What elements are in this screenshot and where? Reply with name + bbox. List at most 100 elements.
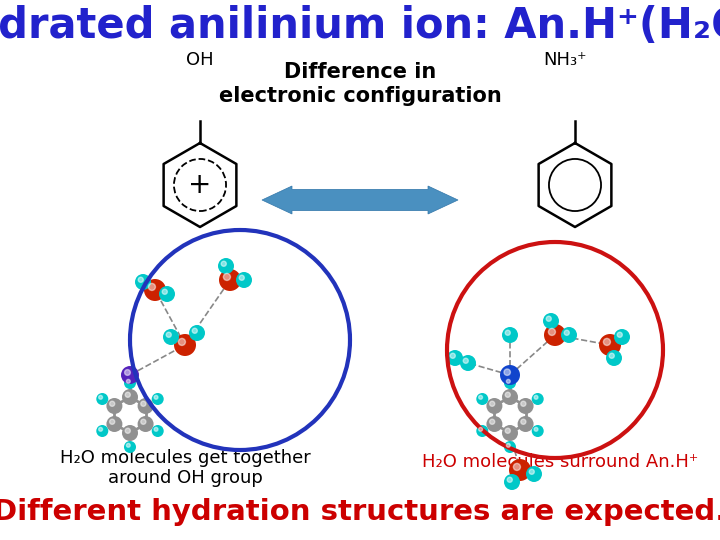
- Circle shape: [135, 274, 151, 290]
- Circle shape: [504, 441, 516, 453]
- Polygon shape: [262, 186, 458, 214]
- Text: NH₃⁺: NH₃⁺: [544, 51, 587, 69]
- Circle shape: [504, 377, 516, 389]
- Circle shape: [121, 366, 139, 384]
- Text: H₂O molecules get together: H₂O molecules get together: [60, 449, 310, 467]
- Circle shape: [502, 389, 518, 405]
- Circle shape: [152, 393, 163, 405]
- Circle shape: [450, 353, 455, 359]
- Text: electronic configuration: electronic configuration: [219, 86, 501, 106]
- Text: Hydrated anilinium ion: An.H⁺(H₂O)ₙ: Hydrated anilinium ion: An.H⁺(H₂O)ₙ: [0, 5, 720, 47]
- Circle shape: [107, 398, 122, 414]
- Circle shape: [534, 427, 538, 431]
- Circle shape: [529, 469, 534, 474]
- Circle shape: [96, 425, 108, 437]
- Circle shape: [546, 316, 552, 321]
- Text: H₂O molecules surround An.H⁺: H₂O molecules surround An.H⁺: [422, 453, 698, 471]
- Circle shape: [447, 350, 463, 366]
- Circle shape: [460, 355, 476, 371]
- Circle shape: [543, 313, 559, 329]
- Circle shape: [490, 419, 495, 424]
- Circle shape: [502, 327, 518, 343]
- Circle shape: [154, 395, 158, 399]
- Circle shape: [138, 416, 153, 432]
- Circle shape: [125, 428, 130, 433]
- Circle shape: [219, 269, 241, 291]
- Circle shape: [162, 289, 167, 294]
- Circle shape: [125, 392, 130, 397]
- Circle shape: [505, 392, 510, 397]
- Circle shape: [174, 334, 196, 356]
- Circle shape: [487, 416, 503, 432]
- Text: Difference in: Difference in: [284, 62, 436, 82]
- Circle shape: [141, 401, 146, 406]
- Circle shape: [127, 380, 130, 383]
- Circle shape: [144, 279, 166, 301]
- Circle shape: [564, 330, 570, 335]
- Circle shape: [549, 328, 555, 335]
- Circle shape: [141, 419, 146, 424]
- Circle shape: [531, 393, 544, 405]
- Circle shape: [122, 425, 138, 441]
- Circle shape: [99, 427, 102, 431]
- Circle shape: [159, 286, 175, 302]
- Circle shape: [606, 350, 622, 366]
- Circle shape: [500, 365, 520, 385]
- Circle shape: [138, 277, 143, 282]
- Circle shape: [477, 393, 488, 405]
- Circle shape: [179, 339, 186, 346]
- Circle shape: [518, 416, 534, 432]
- Circle shape: [107, 416, 122, 432]
- Circle shape: [487, 398, 503, 414]
- Circle shape: [99, 395, 102, 399]
- Text: OH: OH: [186, 51, 214, 69]
- Circle shape: [490, 401, 495, 406]
- Circle shape: [166, 332, 171, 338]
- Circle shape: [138, 398, 153, 414]
- Circle shape: [163, 329, 179, 345]
- Circle shape: [614, 329, 630, 345]
- Circle shape: [531, 425, 544, 437]
- Circle shape: [521, 401, 526, 406]
- Circle shape: [109, 401, 114, 406]
- Circle shape: [239, 275, 244, 280]
- Circle shape: [544, 324, 566, 346]
- Circle shape: [124, 377, 136, 389]
- Circle shape: [513, 463, 521, 470]
- Circle shape: [125, 369, 130, 375]
- Circle shape: [509, 459, 531, 481]
- Circle shape: [506, 380, 510, 383]
- Circle shape: [609, 353, 614, 359]
- Circle shape: [504, 369, 510, 375]
- Circle shape: [505, 330, 510, 335]
- Text: Different hydration structures are expected.: Different hydration structures are expec…: [0, 498, 720, 526]
- Circle shape: [561, 327, 577, 343]
- Circle shape: [518, 398, 534, 414]
- Circle shape: [599, 334, 621, 356]
- Circle shape: [96, 393, 108, 405]
- Circle shape: [477, 425, 488, 437]
- Circle shape: [218, 258, 234, 274]
- Circle shape: [463, 358, 468, 363]
- Circle shape: [479, 395, 482, 399]
- Circle shape: [505, 428, 510, 433]
- Circle shape: [617, 332, 622, 338]
- Circle shape: [534, 395, 538, 399]
- Circle shape: [504, 474, 520, 490]
- Circle shape: [124, 441, 136, 453]
- Circle shape: [221, 261, 226, 266]
- Circle shape: [122, 389, 138, 405]
- Circle shape: [506, 443, 510, 447]
- Circle shape: [223, 273, 230, 280]
- Text: around OH group: around OH group: [107, 469, 262, 487]
- Text: +: +: [189, 171, 212, 199]
- Circle shape: [526, 466, 542, 482]
- Circle shape: [236, 272, 252, 288]
- Circle shape: [148, 284, 156, 291]
- Circle shape: [479, 427, 482, 431]
- Circle shape: [109, 419, 114, 424]
- Circle shape: [507, 477, 513, 482]
- Circle shape: [127, 443, 130, 447]
- Circle shape: [603, 339, 611, 346]
- Circle shape: [154, 427, 158, 431]
